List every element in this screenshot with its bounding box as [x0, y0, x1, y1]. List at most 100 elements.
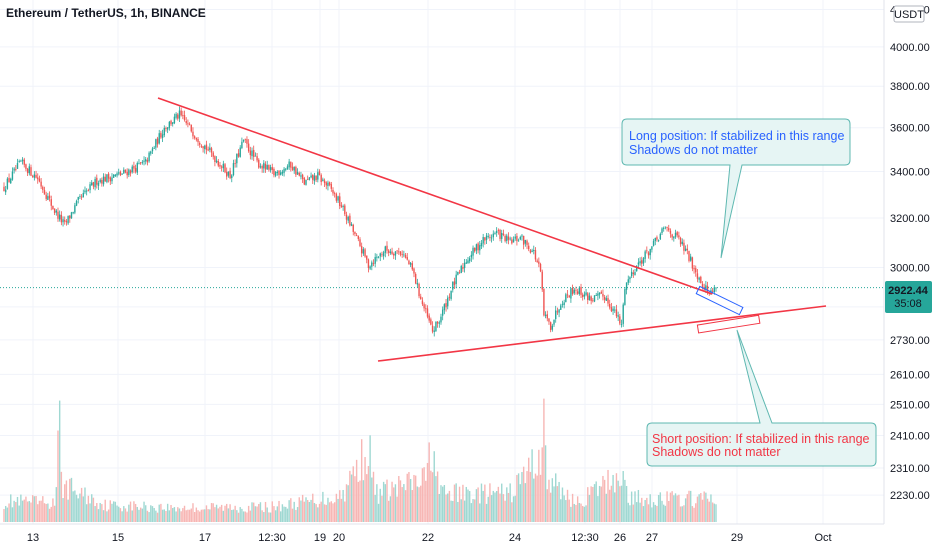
candle-body	[199, 143, 201, 145]
volume-bar	[138, 509, 140, 522]
candle-body	[112, 174, 115, 178]
y-tick-label: 3400.00	[890, 167, 930, 179]
volume-bar	[588, 494, 591, 522]
candle-body	[156, 138, 159, 145]
candle-body	[303, 178, 306, 185]
candle-body	[441, 309, 444, 316]
candle-body	[501, 232, 503, 239]
volume-bar	[673, 495, 675, 522]
candle-body	[679, 237, 682, 245]
volume-bar	[62, 498, 64, 522]
candle-body	[539, 264, 542, 272]
candle-body	[62, 219, 64, 223]
candle-body	[301, 174, 304, 179]
candle-body	[244, 138, 246, 140]
candle-body	[576, 291, 579, 294]
volume-bar	[603, 479, 606, 522]
candle-body	[26, 168, 29, 173]
volume-bar	[595, 481, 597, 522]
candle-body	[629, 277, 631, 280]
candle-body	[428, 315, 430, 321]
candle-body	[322, 179, 324, 182]
volume-bar	[354, 476, 356, 522]
volume-bar	[411, 490, 414, 522]
candle-body	[541, 271, 543, 290]
candle-body	[315, 175, 317, 181]
candle-body	[79, 196, 81, 197]
price-scale[interactable]: 4200.004000.003800.003600.003400.003200.…	[883, 0, 932, 550]
volume-bar	[151, 506, 154, 522]
candle-body	[207, 149, 209, 151]
long-callout[interactable]: Long position: If stabilized in this ran…	[621, 118, 851, 259]
volume-bar	[109, 500, 111, 522]
candle-body	[386, 245, 388, 251]
candle-body	[426, 308, 429, 317]
candle-body	[656, 237, 658, 240]
volume-bar	[70, 477, 73, 522]
candle-body	[715, 287, 717, 289]
volume-bar	[333, 502, 336, 522]
volume-bar	[710, 494, 712, 522]
volume-bar	[160, 503, 162, 522]
candle-body	[269, 167, 272, 171]
time-scale[interactable]: 13 15 17 12:30 19 20 22 24 12:30 26 27 29 Oct	[0, 523, 884, 544]
volume-bar	[587, 487, 589, 522]
candle-body	[440, 316, 442, 323]
candle-body	[232, 163, 235, 175]
volume-bar	[38, 500, 41, 522]
candle-body	[148, 152, 150, 162]
candle-body	[288, 161, 290, 168]
volume-bar	[671, 491, 673, 522]
candle-body	[384, 246, 387, 253]
candle-body	[713, 287, 716, 293]
volume-bar	[708, 501, 710, 522]
last-price-tag[interactable]: 2922.44 35:08	[885, 281, 932, 313]
candle-body	[259, 166, 262, 168]
candle-body	[266, 165, 268, 170]
y-tick-label: 3200.00	[890, 213, 930, 225]
volume-bar	[337, 498, 339, 522]
candle-body	[193, 136, 196, 138]
volume-bar	[450, 500, 452, 522]
short-callout-bubble	[646, 329, 877, 467]
candle-body	[119, 171, 122, 176]
candle-body	[283, 168, 285, 173]
volume-bar	[387, 500, 390, 522]
candle-body	[592, 300, 594, 302]
currency-badge[interactable]: USDT	[893, 5, 925, 23]
candle-body	[605, 298, 608, 301]
candle-body	[689, 256, 692, 261]
candle-body	[495, 231, 498, 233]
candle-body	[399, 251, 402, 255]
currency-badge-box	[893, 5, 925, 23]
volume-bar	[178, 508, 181, 522]
volume-bar	[269, 512, 272, 522]
candle-body	[82, 192, 84, 198]
candle-body	[447, 297, 449, 307]
volume-bar	[242, 511, 245, 522]
candle-body	[104, 176, 106, 182]
price-countdown: 35:08	[894, 298, 922, 310]
volume-bar	[391, 481, 393, 522]
candle-body	[323, 180, 326, 184]
candle-body	[77, 196, 79, 200]
candle-body	[312, 174, 314, 180]
volume-bar	[463, 500, 466, 522]
volume-bar	[529, 471, 532, 522]
candle-body	[651, 246, 653, 250]
volume-bar	[166, 503, 169, 522]
volume-bar	[511, 502, 513, 522]
candle-body	[431, 325, 434, 332]
volume-bar	[521, 472, 523, 522]
short-callout[interactable]: Short position: If stabilized in this ra…	[646, 329, 877, 467]
candle-body	[209, 147, 211, 150]
candle-body	[229, 170, 231, 179]
y-tick-label: 4000.00	[890, 42, 930, 54]
volume-bar	[489, 483, 491, 522]
candle-body	[691, 257, 694, 269]
volume-bar	[549, 492, 552, 522]
candle-body	[141, 161, 144, 163]
volume-bar	[374, 494, 376, 522]
volume-bar	[657, 494, 660, 522]
